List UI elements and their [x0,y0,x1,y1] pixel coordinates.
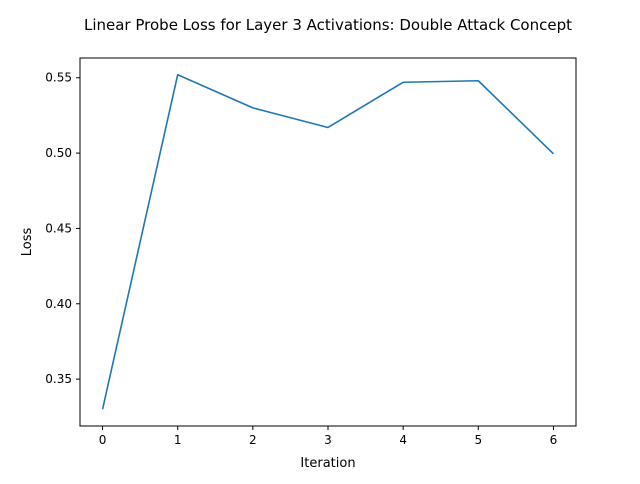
chart-title: Linear Probe Loss for Layer 3 Activation… [84,16,572,34]
x-tick-label: 2 [249,433,257,447]
x-tick-label: 1 [174,433,182,447]
x-tick-label: 6 [550,433,558,447]
y-tick-label: 0.35 [45,372,72,386]
x-tick-label: 0 [99,433,107,447]
y-axis-label: Loss [20,228,35,257]
x-tick-label: 3 [324,433,332,447]
y-tick-label: 0.40 [45,297,72,311]
y-tick-label: 0.45 [45,221,72,235]
x-axis-label: Iteration [300,456,355,471]
x-tick-label: 5 [474,433,482,447]
y-tick-label: 0.55 [45,71,72,85]
y-tick-label: 0.50 [45,146,72,160]
x-tick-label: 4 [399,433,407,447]
